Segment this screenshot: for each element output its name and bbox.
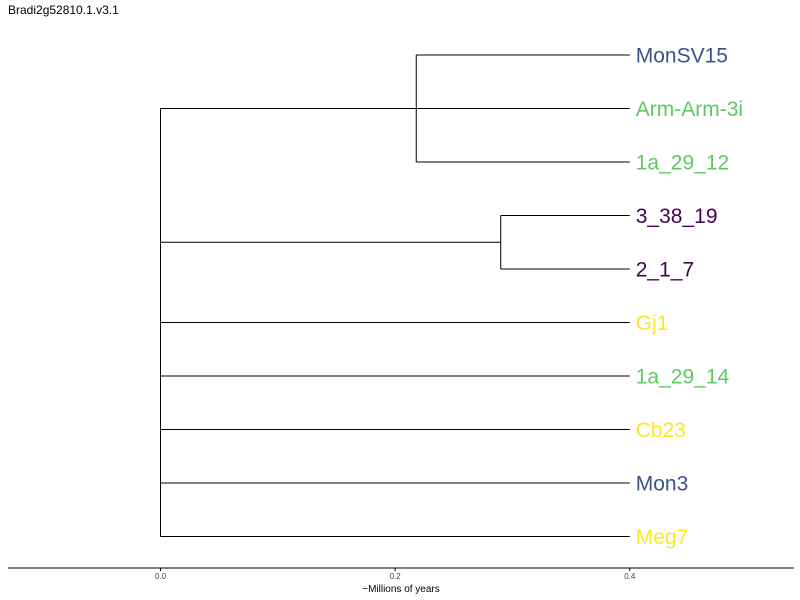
tick-label: 0.4 <box>624 572 636 581</box>
tip-label: Mon3 <box>636 473 689 496</box>
tip-label: 1a_29_12 <box>636 152 729 175</box>
tree-branches <box>160 54 630 537</box>
tip-label: MonSV15 <box>636 45 728 68</box>
axis-ticks: 0.0 0.2 0.4 <box>155 568 636 581</box>
gene-title: Bradi2g52810.1.v3.1 <box>8 3 119 17</box>
tip-label: Cb23 <box>636 419 686 442</box>
tip-label: 2_1_7 <box>636 259 694 282</box>
tip-label: Gj1 <box>636 312 669 335</box>
tick-label: 0.2 <box>390 572 402 581</box>
axis-title: ~Millions of years <box>362 584 440 595</box>
tip-label: Meg7 <box>636 526 689 549</box>
tip-label: 1a_29_14 <box>636 366 730 389</box>
tick-label: 0.0 <box>155 572 167 581</box>
tip-label: Arm-Arm-3i <box>636 98 743 121</box>
time-axis: 0.0 0.2 0.4 ~Millions of years <box>8 567 794 595</box>
tip-labels: MonSV15 Arm-Arm-3i 1a_29_12 3_38_19 2_1_7 Gj1… <box>636 45 743 550</box>
tip-label: 3_38_19 <box>636 205 718 228</box>
